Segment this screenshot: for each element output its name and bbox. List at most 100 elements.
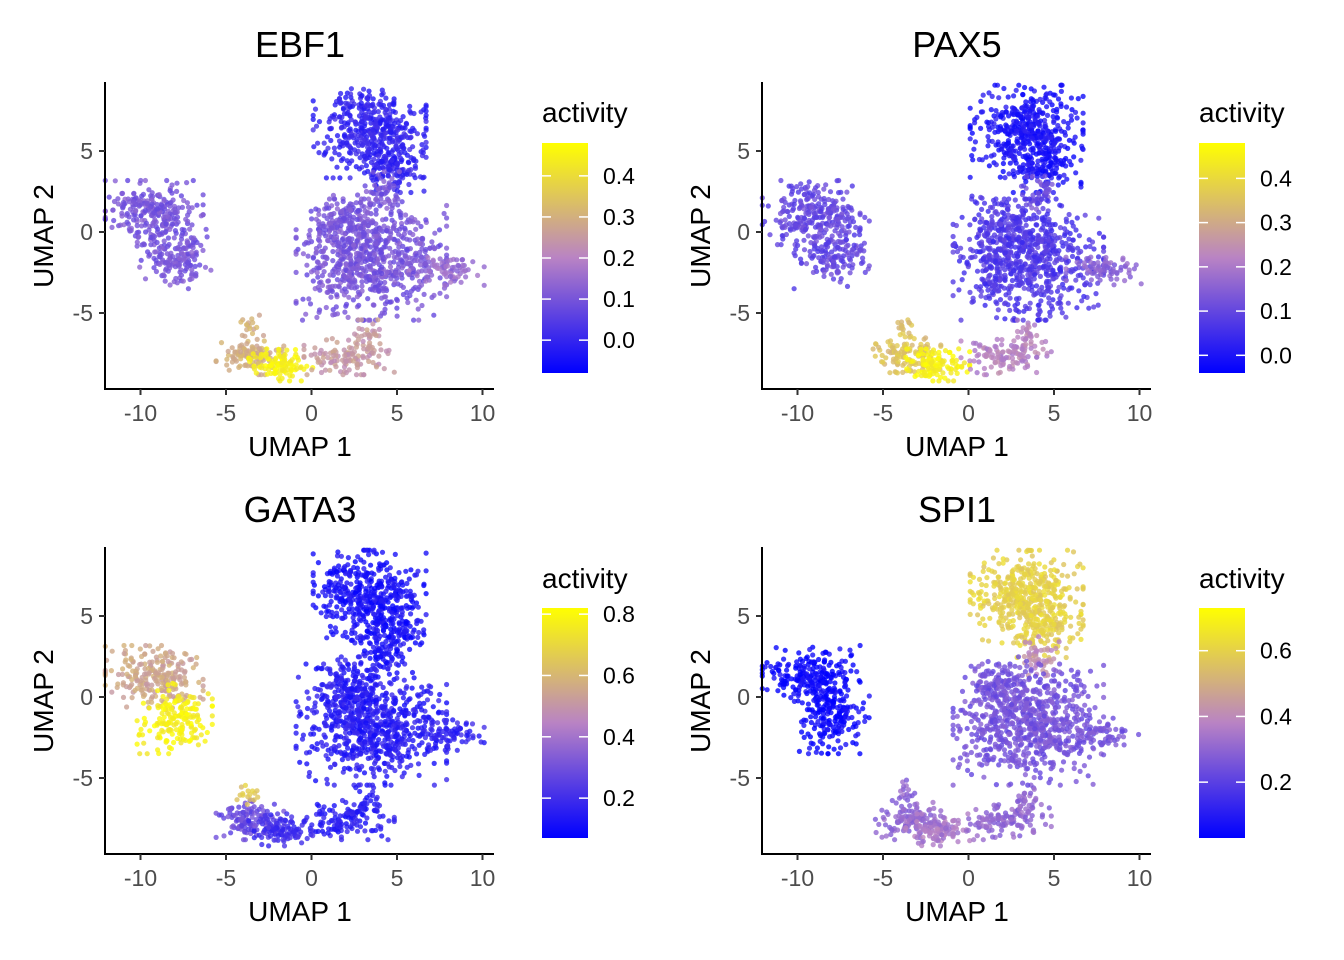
cell-point	[841, 228, 847, 234]
cell-point	[340, 139, 346, 145]
cell-point	[997, 297, 1004, 303]
cell-point	[1027, 248, 1033, 254]
cell-point	[990, 197, 997, 203]
cell-point	[1057, 267, 1063, 273]
cell-point	[345, 121, 351, 127]
cell-point	[809, 255, 815, 261]
cell-point	[402, 150, 408, 156]
cell-point	[341, 292, 347, 298]
cell-point	[779, 224, 785, 230]
cell-point	[1055, 300, 1061, 306]
cell-point	[413, 226, 419, 232]
cell-point	[382, 279, 388, 286]
cell-point	[1003, 200, 1010, 206]
cell-point	[1063, 278, 1069, 284]
x-axis-label: UMAP 1	[905, 431, 1009, 462]
cell-point	[335, 220, 341, 226]
cell-point	[396, 169, 402, 175]
cell-point	[429, 239, 435, 245]
cell-point	[373, 116, 379, 122]
cell-point	[1070, 223, 1076, 229]
cell-point	[378, 149, 384, 155]
cell-point	[160, 272, 166, 278]
cell-point	[395, 251, 401, 257]
cell-point	[412, 175, 418, 181]
cell-point	[341, 272, 347, 278]
cell-point	[328, 582, 335, 588]
cell-point	[316, 119, 323, 125]
cell-point	[1045, 273, 1051, 279]
cell-point	[972, 139, 979, 145]
cell-point	[142, 276, 149, 282]
cell-point	[950, 279, 956, 285]
cell-point	[1122, 278, 1128, 284]
cell-point	[805, 184, 811, 190]
cell-point	[213, 358, 219, 364]
cell-point	[364, 103, 370, 109]
cell-point	[153, 268, 159, 275]
cell-point	[325, 289, 331, 295]
cell-point	[1021, 137, 1027, 143]
cell-point	[341, 347, 347, 353]
cell-point	[336, 152, 342, 158]
cell-point	[431, 262, 438, 268]
cell-point	[317, 238, 323, 244]
cell-point	[316, 265, 322, 271]
cell-point	[936, 355, 942, 362]
cell-point	[844, 283, 851, 289]
cell-point	[946, 366, 952, 372]
cell-point	[1020, 205, 1026, 211]
cell-point	[250, 351, 256, 357]
cell-point	[1108, 276, 1114, 282]
cell-point	[161, 238, 167, 244]
tick-label: -10	[781, 400, 814, 426]
cell-point	[417, 262, 424, 268]
cell-point	[974, 234, 980, 240]
cell-point	[803, 226, 809, 232]
cell-point	[1024, 326, 1030, 332]
cell-point	[1036, 307, 1042, 313]
cell-point	[1040, 168, 1046, 174]
cell-point	[1038, 134, 1044, 140]
cell-point	[976, 249, 983, 255]
cell-point	[341, 364, 348, 370]
cell-point	[370, 321, 376, 327]
cell-point	[410, 231, 416, 238]
cell-point	[316, 243, 323, 249]
cell-point	[404, 219, 410, 225]
cell-point	[120, 204, 126, 210]
cell-point	[336, 284, 342, 290]
cell-point	[1026, 255, 1032, 261]
cell-point	[139, 223, 145, 229]
cell-point	[333, 595, 339, 601]
panel-ebf1: EBF1 -10 -5 0 5 10 -505 UMAP 1 UMAP 2 activi…	[28, 24, 635, 462]
cell-point	[385, 578, 391, 584]
cell-point	[185, 259, 191, 265]
cell-point	[391, 369, 397, 375]
cell-point	[1003, 122, 1009, 128]
cell-point	[395, 147, 401, 153]
cell-point	[862, 214, 868, 220]
tick-label: 10	[1127, 400, 1153, 426]
cell-point	[831, 263, 837, 269]
cell-point	[899, 322, 905, 328]
cell-point	[1036, 120, 1042, 126]
cell-point	[175, 219, 181, 225]
cell-point	[795, 189, 802, 195]
cell-point	[372, 182, 378, 188]
cell-point	[437, 275, 443, 281]
cell-point	[1014, 328, 1021, 335]
cell-point	[1011, 268, 1017, 274]
cell-point	[372, 287, 378, 293]
cell-point	[346, 269, 353, 276]
cell-point	[379, 158, 385, 165]
cell-point	[330, 175, 336, 181]
cell-point	[404, 295, 410, 301]
cell-point	[956, 346, 962, 352]
cell-point	[334, 292, 340, 298]
cell-point	[323, 175, 329, 181]
cell-point	[155, 206, 161, 212]
cell-point	[840, 196, 846, 202]
cell-point	[180, 278, 186, 284]
cell-point	[169, 182, 175, 188]
